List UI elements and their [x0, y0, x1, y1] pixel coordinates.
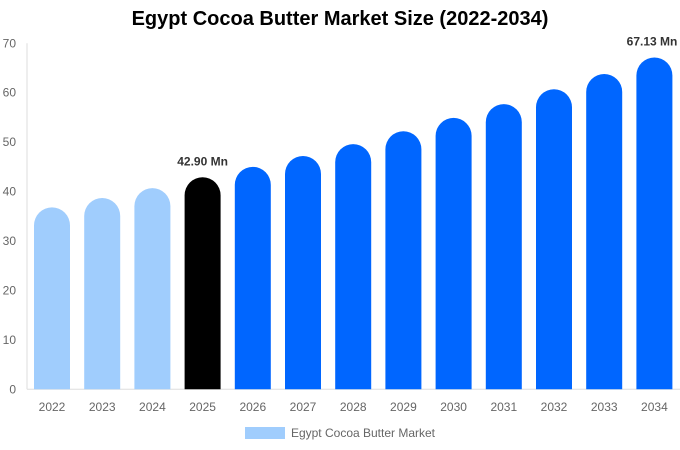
x-tick-label: 2031	[490, 400, 517, 414]
x-tick-label: 2027	[290, 400, 317, 414]
bar-2028	[335, 144, 372, 390]
y-tick-label: 70	[3, 36, 17, 50]
bar-2027	[285, 155, 321, 390]
y-tick-label: 10	[3, 333, 17, 347]
legend-label: Egypt Cocoa Butter Market	[290, 426, 436, 440]
chart-title: Egypt Cocoa Butter Market Size (2022-203…	[131, 8, 549, 30]
bar-2033	[586, 73, 623, 390]
x-tick-label: 2028	[340, 400, 367, 414]
y-tick-label: 20	[3, 283, 17, 297]
bar-2024	[134, 188, 171, 390]
bar-2031	[485, 104, 522, 390]
x-tick-label: 2025	[189, 400, 216, 414]
bar-2026	[234, 166, 271, 390]
legend-swatch	[244, 427, 285, 439]
x-tick-label: 2024	[139, 400, 166, 414]
x-tick-label: 2029	[390, 400, 417, 414]
data-label-2025: 42.90 Mn	[177, 154, 228, 168]
y-tick-label: 30	[3, 234, 17, 248]
y-tick-label: 60	[3, 86, 17, 100]
bar-2034	[636, 57, 673, 390]
y-tick-label: 50	[3, 135, 17, 149]
bar-2029	[385, 131, 422, 390]
data-label-2034: 67.13 Mn	[627, 34, 678, 48]
bar-2023	[84, 198, 121, 390]
bar-2025	[184, 177, 221, 390]
x-tick-label: 2030	[440, 400, 467, 414]
legend: Egypt Cocoa Butter Market	[0, 426, 680, 440]
y-tick-label: 0	[9, 382, 16, 396]
bar-2030	[435, 117, 472, 390]
x-tick-label: 2022	[39, 400, 66, 414]
bar-2032	[536, 89, 572, 390]
y-tick-label: 40	[3, 185, 17, 199]
x-tick-label: 2026	[239, 400, 266, 414]
x-tick-label: 2032	[541, 400, 568, 414]
x-tick-label: 2033	[591, 400, 618, 414]
bar-2022	[34, 207, 70, 390]
x-tick-label: 2034	[641, 400, 668, 414]
x-tick-label: 2023	[89, 400, 116, 414]
